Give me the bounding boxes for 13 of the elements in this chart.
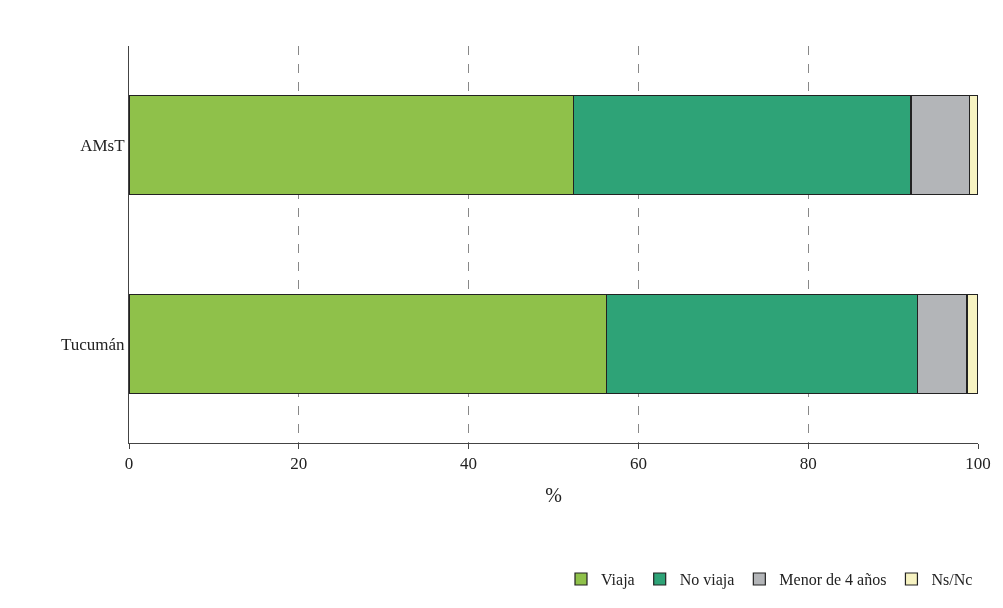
x-axis-title: % <box>545 483 562 506</box>
x-tick-label: 40 <box>460 454 478 474</box>
legend-label: Menor de 4 años <box>779 571 887 589</box>
y-tick-label: Tucumán <box>60 334 126 354</box>
x-tick-label: 100 <box>965 454 991 474</box>
x-tick-label: 60 <box>629 454 647 474</box>
x-tick-label: 0 <box>124 454 134 474</box>
legend-label: No viaja <box>679 571 735 590</box>
y-tick-label: AMsT <box>80 136 126 156</box>
x-tick-label: 80 <box>799 454 817 474</box>
legend-label: Ns/Nc <box>931 571 973 589</box>
legend-label: Viaja <box>601 571 635 590</box>
x-tick-label: 20 <box>290 454 308 474</box>
